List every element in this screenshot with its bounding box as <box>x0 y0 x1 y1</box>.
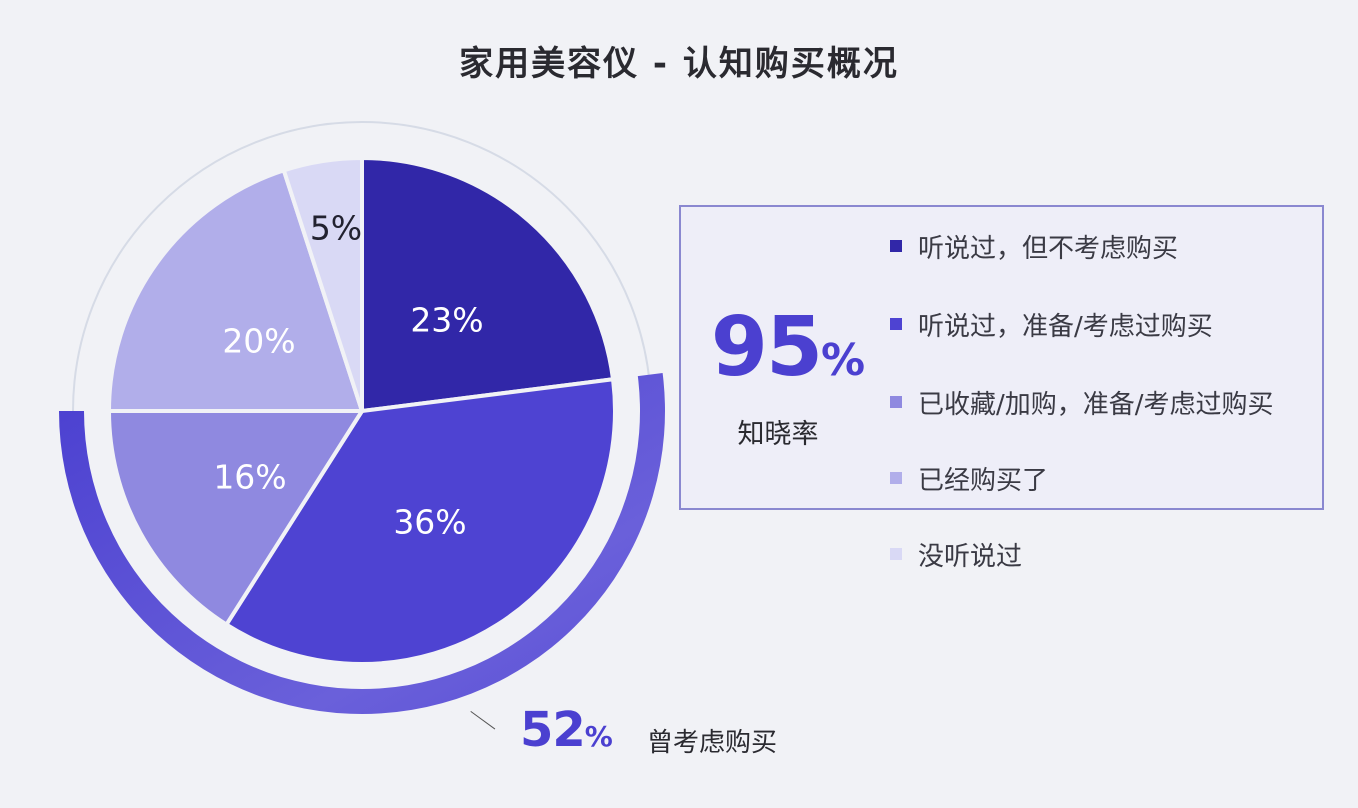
legend-swatch-icon <box>890 396 902 408</box>
pie-slice <box>107 409 364 627</box>
legend-item: 听说过，准备/考虑过购买 <box>890 304 1213 344</box>
considered-sign: % <box>584 720 613 753</box>
considered-value: 52 <box>520 702 586 758</box>
legend-label: 没听说过 <box>918 541 1023 572</box>
legend-swatch-icon <box>890 472 902 484</box>
slice-label: 20% <box>222 322 295 361</box>
considered-label: 曾考虑购买 <box>647 728 778 758</box>
legend-item: 听说过，但不考虑购买 <box>890 226 1178 266</box>
awareness-value: 95 <box>710 300 823 395</box>
legend-swatch-icon <box>890 240 902 252</box>
considered-percent: 52% <box>520 700 613 767</box>
awareness-sign: % <box>821 335 866 386</box>
slice-label: 36% <box>393 503 466 542</box>
legend-swatch-icon <box>890 548 902 560</box>
legend-item: 已收藏/加购，准备/考虑过购买 <box>890 382 1274 422</box>
legend-label: 已经购买了 <box>918 465 1049 496</box>
awareness-label: 知晓率 <box>737 419 819 450</box>
legend-item: 已经购买了 <box>890 458 1048 498</box>
legend-item: 没听说过 <box>890 534 1022 574</box>
pie-slice <box>107 168 364 413</box>
legend-box <box>679 205 1324 510</box>
legend-label: 听说过，但不考虑购买 <box>918 233 1179 264</box>
legend-label: 听说过，准备/考虑过购买 <box>918 311 1213 342</box>
legend-swatch-icon <box>890 318 902 330</box>
slice-label: 16% <box>213 458 286 497</box>
awareness-percent: 95% <box>703 303 873 406</box>
pie-slice <box>224 377 617 666</box>
slice-label: 23% <box>410 301 483 340</box>
slice-label: 5% <box>310 209 362 248</box>
chart-title: 家用美容仪 - 认知购买概况 <box>459 44 899 84</box>
pie-slice <box>360 156 616 413</box>
pie-slice <box>281 156 364 413</box>
legend-label: 已收藏/加购，准备/考虑过购买 <box>918 389 1274 420</box>
